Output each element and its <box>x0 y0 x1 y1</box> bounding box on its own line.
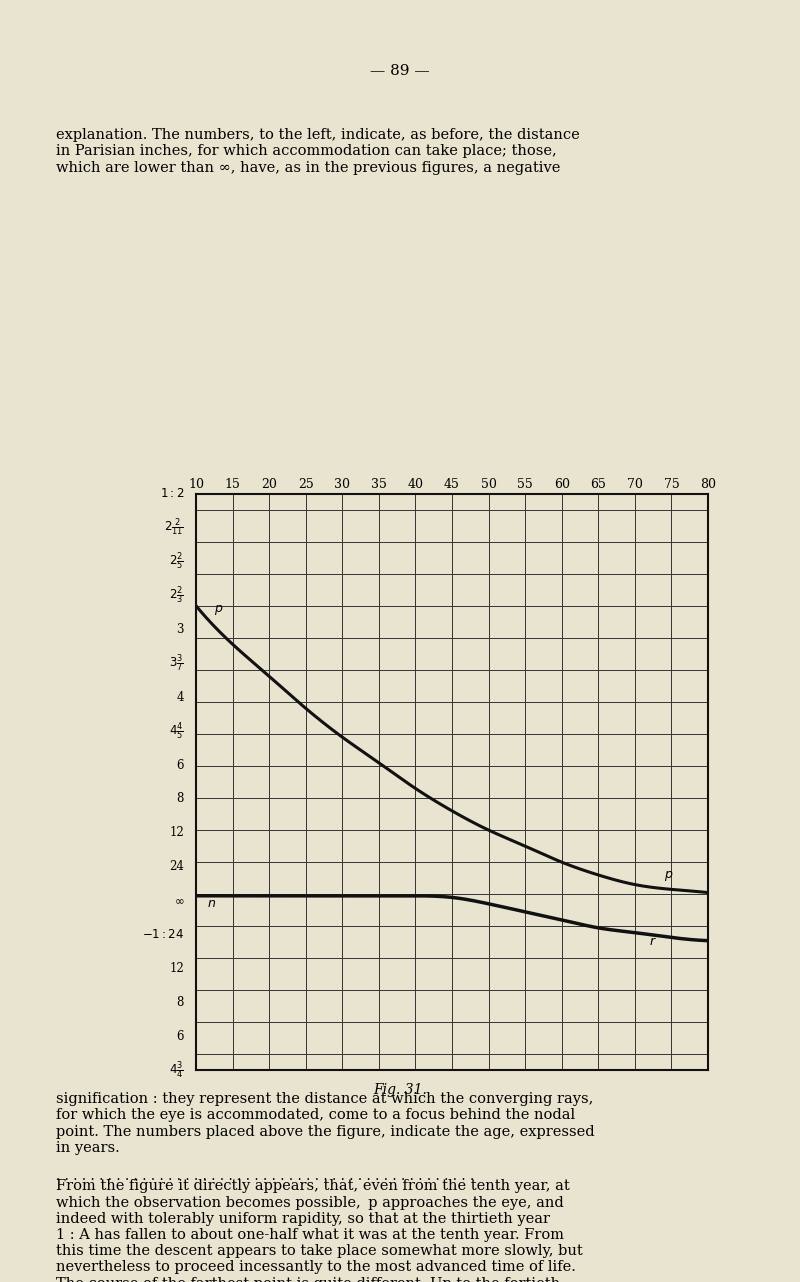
Text: 6: 6 <box>177 1029 184 1044</box>
Text: signification : they represent the distance at which the converging rays,
for wh: signification : they represent the dista… <box>56 1092 594 1155</box>
Text: 6: 6 <box>177 759 184 772</box>
Text: — 89 —: — 89 — <box>370 64 430 77</box>
Text: $p$: $p$ <box>664 869 674 883</box>
Text: $n$: $n$ <box>207 897 216 910</box>
Text: $\infty$: $\infty$ <box>174 895 184 908</box>
Text: From the figure it directly appears, that, even from the tenth year, at
which th: From the figure it directly appears, tha… <box>56 1179 588 1282</box>
Text: 4: 4 <box>177 691 184 704</box>
Text: $2\frac{2}{11}$: $2\frac{2}{11}$ <box>164 517 184 538</box>
Text: 12: 12 <box>170 827 184 840</box>
Text: $p$: $p$ <box>214 603 224 617</box>
Text: $-1:24$: $-1:24$ <box>142 928 184 941</box>
Text: $4\frac{4}{5}$: $4\frac{4}{5}$ <box>170 720 184 742</box>
Text: 24: 24 <box>169 860 184 873</box>
Text: 8: 8 <box>177 792 184 805</box>
Text: Fig. 31.: Fig. 31. <box>373 1083 427 1097</box>
Text: . . . . . . . . . . . . . . . . . . . . . . . . . . . . . . . . . . . . . . . . : . . . . . . . . . . . . . . . . . . . . … <box>56 1169 474 1183</box>
Text: $2\frac{2}{5}$: $2\frac{2}{5}$ <box>170 550 184 572</box>
Text: $4\frac{3}{4}$: $4\frac{3}{4}$ <box>170 1060 184 1081</box>
Text: 3: 3 <box>177 623 184 636</box>
Text: 8: 8 <box>177 996 184 1009</box>
Text: $2\frac{2}{3}$: $2\frac{2}{3}$ <box>170 585 184 606</box>
Text: $1:2$: $1:2$ <box>160 487 184 500</box>
Text: $r$: $r$ <box>650 936 658 949</box>
Text: $3\frac{3}{7}$: $3\frac{3}{7}$ <box>170 653 184 674</box>
Text: 12: 12 <box>170 963 184 976</box>
Text: explanation. The numbers, to the left, indicate, as before, the distance
in Pari: explanation. The numbers, to the left, i… <box>56 128 580 174</box>
